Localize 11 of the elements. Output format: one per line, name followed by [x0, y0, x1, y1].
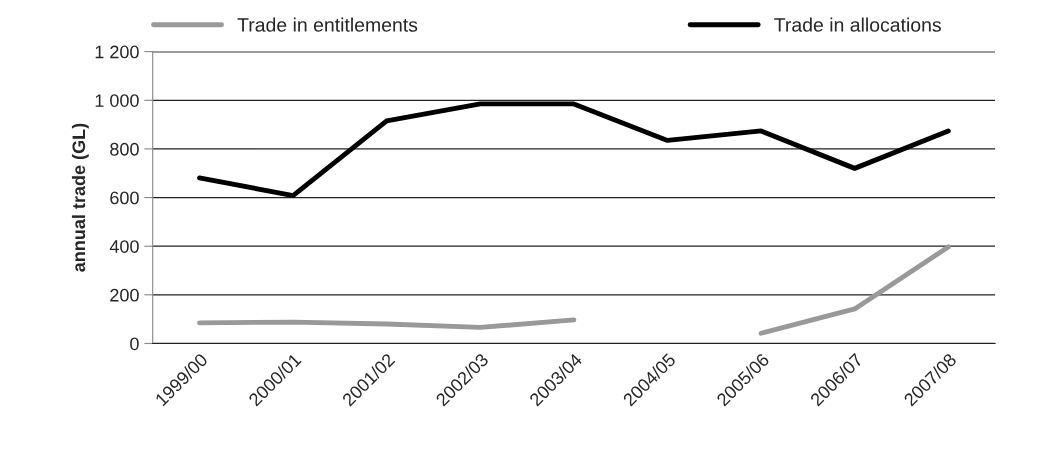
legend-label: Trade in allocations: [774, 17, 941, 32]
y-tick-label: 1 000: [95, 94, 139, 107]
y-axis-title: annual trade (GL): [71, 123, 89, 272]
y-tick-label: 0: [130, 337, 139, 351]
y-tick-label: 400: [109, 240, 139, 253]
y-tick-label: 1 200: [95, 45, 139, 59]
y-tick-label: 200: [110, 288, 139, 302]
y-tick-label: 600: [110, 191, 139, 205]
y-tick-label: 800: [110, 142, 139, 156]
line-series: [197, 101, 951, 199]
legend-label: Trade in entitlements: [237, 17, 418, 32]
